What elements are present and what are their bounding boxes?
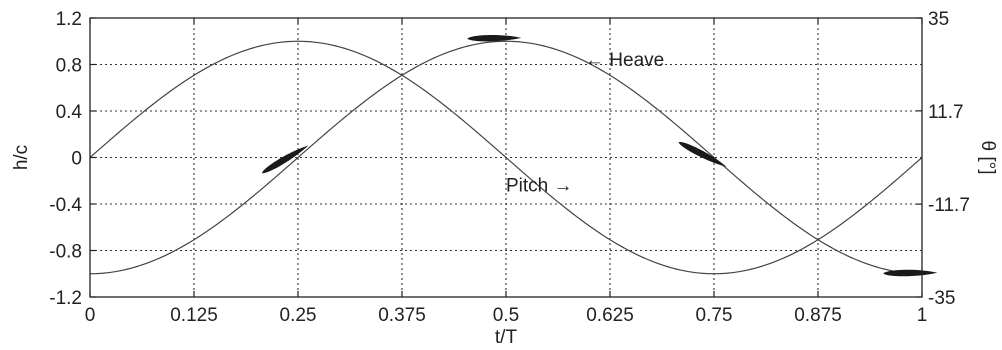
airfoil-shape [678, 142, 727, 167]
series-line-pitch [89, 40, 923, 275]
x-tick-label: 0.125 [170, 305, 218, 326]
airfoil-markers [262, 34, 938, 277]
y-left-tick-label: 0.8 [56, 56, 82, 77]
x-tick-label: 0.875 [794, 305, 842, 326]
x-tick-label: 0.375 [378, 305, 426, 326]
x-tick-label: 1 [917, 305, 928, 326]
y-right-tick-label: 35 [928, 9, 949, 30]
y-left-tick-label: 0.4 [56, 102, 83, 123]
annotation-heave: ← Heave [585, 50, 664, 71]
series-line-heave [89, 40, 923, 275]
y-right-tick-label: 11.7 [928, 102, 964, 123]
series-lines [89, 40, 923, 275]
y-left-tick-label: -0.4 [49, 195, 82, 216]
y-left-tick-label: -0.8 [49, 242, 82, 263]
airfoil-marker [467, 34, 522, 42]
airfoil-shape [262, 145, 309, 174]
y-right-tick-label: -35 [928, 288, 955, 309]
x-tick-label: 0.5 [493, 305, 519, 326]
airfoil-marker [883, 269, 938, 277]
left-y-axis-label: h/c [11, 145, 32, 170]
airfoil-shape [883, 269, 938, 277]
y-left-tick-label: -1.2 [49, 288, 82, 309]
y-left-tick-label: 0 [71, 149, 82, 170]
axis-ticks: 0 0.125 0.25 0.375 0.5 0.625 0.75 0.875 1 -1.2 -0.… [49, 9, 970, 326]
y-left-tick-label: 1.2 [56, 9, 82, 30]
airfoil-shape [467, 34, 522, 42]
annotations: ← Heave Pitch → [506, 50, 664, 197]
right-y-axis-label: θ [°] [977, 140, 998, 174]
x-tick-label: 0.75 [696, 305, 733, 326]
x-tick-label: 0 [85, 305, 96, 326]
y-right-tick-label: -11.7 [928, 195, 970, 216]
x-axis-label: t/T [495, 327, 518, 348]
x-tick-label: 0.625 [586, 305, 634, 326]
x-tick-label: 0.25 [280, 305, 317, 326]
annotation-pitch: Pitch → [506, 175, 573, 196]
airfoil-marker [678, 142, 727, 167]
airfoil-marker [262, 145, 309, 174]
